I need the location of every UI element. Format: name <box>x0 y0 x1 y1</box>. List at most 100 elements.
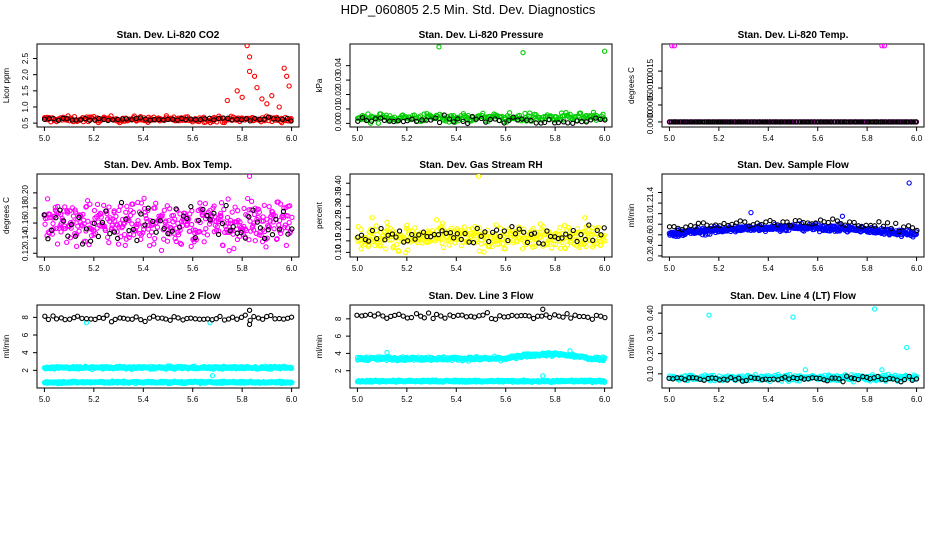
data-point <box>197 200 203 206</box>
x-tick-label: 6.0 <box>599 264 611 273</box>
points-layer <box>666 44 920 125</box>
data-point <box>775 222 781 228</box>
data-point <box>276 104 282 110</box>
plot-frame <box>661 173 925 258</box>
data-point <box>763 219 769 225</box>
data-point <box>202 116 208 122</box>
data-point <box>161 207 168 213</box>
data-point <box>602 238 608 244</box>
data-point <box>466 227 472 233</box>
data-point <box>211 203 217 209</box>
y-tick-label: 6 <box>334 333 343 338</box>
data-point <box>500 241 506 247</box>
data-point <box>821 219 827 225</box>
data-point <box>72 233 79 239</box>
data-point <box>223 202 229 209</box>
data-point <box>200 206 206 213</box>
data-point <box>824 378 830 384</box>
x-tick-label: 5.6 <box>812 264 824 273</box>
data-point <box>229 117 235 123</box>
data-point <box>527 110 533 116</box>
data-point <box>519 245 526 252</box>
data-point <box>173 238 179 245</box>
y-axis-label: ml/min <box>2 335 11 359</box>
data-point <box>251 227 257 233</box>
data-point <box>133 314 139 320</box>
data-point <box>92 316 98 323</box>
data-point <box>166 217 172 224</box>
data-point <box>104 210 110 217</box>
data-point <box>563 231 569 237</box>
data-point <box>41 212 47 218</box>
data-point <box>204 232 211 238</box>
data-point <box>45 236 51 242</box>
data-point <box>742 219 748 225</box>
data-point <box>490 229 496 235</box>
data-point <box>246 321 253 328</box>
series-sd_lower <box>354 373 608 386</box>
data-point <box>482 229 488 235</box>
data-point <box>142 222 148 228</box>
x-tick-label: 6.0 <box>911 134 923 143</box>
data-point <box>590 237 596 243</box>
data-point <box>896 228 903 235</box>
data-point <box>217 313 223 320</box>
data-point <box>141 195 147 201</box>
data-point <box>743 377 749 384</box>
data-point <box>142 318 148 325</box>
x-tick-label: 5.0 <box>352 395 364 404</box>
data-point <box>44 196 51 202</box>
data-point <box>409 228 416 235</box>
data-point <box>178 241 185 247</box>
data-point <box>787 223 794 229</box>
data-point <box>564 242 571 248</box>
data-point <box>409 116 415 122</box>
series-sd_fine <box>41 174 295 254</box>
data-point <box>717 119 724 125</box>
data-point <box>229 314 236 320</box>
data-point <box>239 94 245 100</box>
y-tick-label: 1.0 <box>21 101 30 113</box>
data-point <box>904 344 910 351</box>
data-point <box>121 231 128 238</box>
x-tick-label: 5.4 <box>451 264 463 273</box>
data-point <box>82 238 89 244</box>
data-point <box>207 217 213 223</box>
data-point <box>237 219 243 225</box>
plot-frame <box>661 304 925 389</box>
y-tick-label: 0.30 <box>646 325 655 341</box>
data-point <box>601 48 608 54</box>
data-point <box>439 220 446 226</box>
data-point <box>574 226 581 232</box>
data-point <box>587 114 594 120</box>
data-point <box>104 312 110 318</box>
data-point <box>373 223 379 229</box>
x-tick-label: 5.8 <box>862 134 874 143</box>
data-point <box>759 119 766 125</box>
data-point <box>486 238 492 245</box>
data-point <box>499 113 505 120</box>
data-point <box>234 88 240 94</box>
data-point <box>269 232 276 238</box>
data-point <box>98 211 104 217</box>
data-point <box>105 234 111 240</box>
y-axis-label: ml/min <box>627 335 636 359</box>
data-point <box>836 376 842 382</box>
data-point <box>84 198 91 204</box>
data-point <box>95 233 102 240</box>
data-point <box>285 231 291 237</box>
data-point <box>683 224 689 230</box>
data-point <box>706 312 712 318</box>
data-point <box>102 227 109 234</box>
panel-title: Stan. Dev. Li-820 Temp. <box>738 30 849 41</box>
data-point <box>430 315 436 322</box>
data-point <box>784 219 790 225</box>
data-point <box>369 227 376 234</box>
data-point <box>846 119 852 125</box>
data-point <box>375 120 382 126</box>
data-point <box>405 238 411 244</box>
data-point <box>421 315 427 321</box>
data-point <box>686 375 692 381</box>
data-point <box>487 116 493 123</box>
